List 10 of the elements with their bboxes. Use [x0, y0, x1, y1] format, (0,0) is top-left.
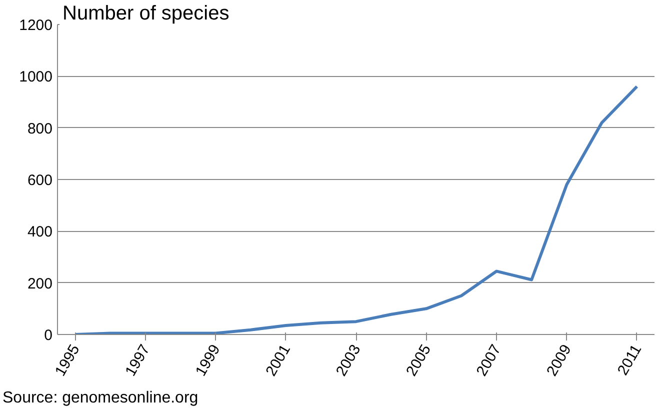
source-note: Source: genomesonline.org [2, 390, 198, 406]
y-tick-label: 1200 [19, 17, 53, 34]
y-tick-label: 600 [27, 172, 53, 189]
y-tick-label: 200 [27, 275, 53, 292]
line-series [74, 85, 638, 334]
y-tick-label: 400 [27, 224, 53, 241]
y-tick-label: 800 [27, 120, 53, 138]
y-tick-label: 1000 [19, 68, 53, 86]
y-tick-label: 0 [44, 327, 52, 344]
y-axis-title: Number of species [62, 2, 230, 24]
